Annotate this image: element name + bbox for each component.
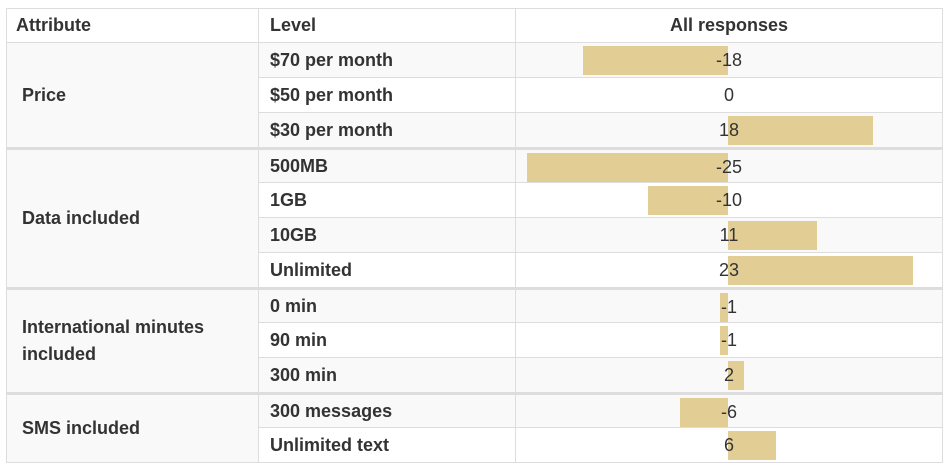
value-bar: [583, 46, 728, 75]
value-bar: [526, 153, 728, 182]
value-bar: [719, 326, 728, 355]
value-label: -1: [720, 297, 737, 317]
value-cell: 0: [516, 78, 943, 113]
level-cell: $50 per month: [259, 78, 516, 113]
value-label: -1: [720, 330, 737, 350]
value-label: -18: [715, 50, 742, 70]
level-cell: Unlimited: [259, 253, 516, 288]
value-label: 18: [718, 120, 740, 140]
header-all-responses: All responses: [516, 8, 943, 43]
value-bar: [728, 256, 914, 285]
value-label: 11: [719, 225, 739, 245]
attribute-cell: Price: [6, 43, 259, 148]
value-cell: 6: [516, 428, 943, 463]
value-bar: [647, 186, 728, 215]
level-cell: $30 per month: [259, 113, 516, 148]
value-bar: [719, 293, 728, 322]
value-label: -10: [715, 190, 742, 210]
level-cell: Unlimited text: [259, 428, 516, 463]
value-cell: -25: [516, 148, 943, 183]
value-cell: -1: [516, 288, 943, 323]
level-cell: 90 min: [259, 323, 516, 358]
level-cell: 300 min: [259, 358, 516, 393]
value-label: 2: [723, 365, 734, 385]
value-cell: -18: [516, 43, 943, 78]
level-cell: 0 min: [259, 288, 516, 323]
value-bar: [728, 431, 777, 460]
value-label: -6: [720, 402, 737, 422]
value-label: 23: [718, 260, 740, 280]
value-label: -25: [715, 157, 742, 177]
value-label: 0: [723, 85, 734, 105]
level-cell: 300 messages: [259, 393, 516, 428]
value-cell: -1: [516, 323, 943, 358]
value-cell: 2: [516, 358, 943, 393]
value-cell: -6: [516, 393, 943, 428]
level-cell: 1GB: [259, 183, 516, 218]
value-label: 6: [723, 435, 734, 455]
attribute-cell: International minutes included: [6, 288, 259, 393]
level-cell: $70 per month: [259, 43, 516, 78]
header-attribute: Attribute: [6, 8, 259, 43]
value-bar: [728, 361, 745, 390]
value-bar: [728, 116, 873, 145]
value-bar: [679, 398, 728, 427]
value-cell: 11: [516, 218, 943, 253]
value-bar: [728, 221, 817, 250]
header-level: Level: [259, 8, 516, 43]
attribute-cell: SMS included: [6, 393, 259, 463]
value-cell: -10: [516, 183, 943, 218]
attribute-cell: Data included: [6, 148, 259, 288]
value-cell: 18: [516, 113, 943, 148]
level-cell: 10GB: [259, 218, 516, 253]
value-cell: 23: [516, 253, 943, 288]
level-cell: 500MB: [259, 148, 516, 183]
